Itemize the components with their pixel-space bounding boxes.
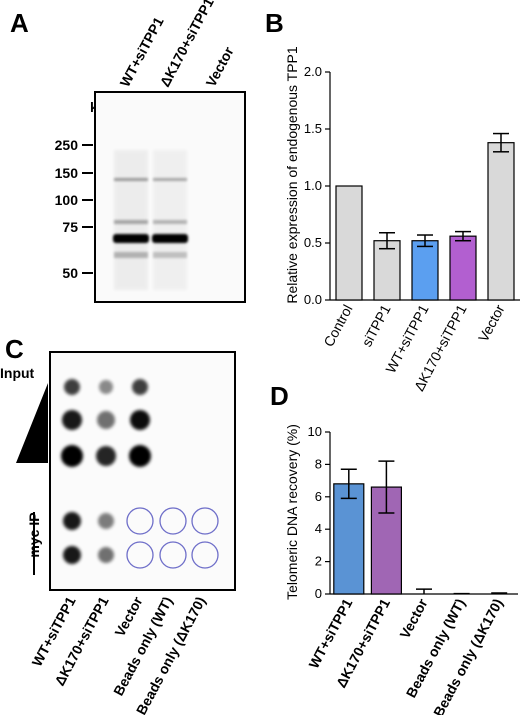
faint-band [153, 252, 187, 258]
dot [97, 411, 115, 429]
panel-a-label: A [10, 8, 29, 38]
faint-band [153, 220, 187, 224]
chart-b-ylabel: Relative expression of endogenous TPP1 [284, 46, 300, 304]
x-tick-label: Vector [396, 595, 430, 641]
dot [98, 513, 114, 529]
y-tick-label: 2 [315, 554, 322, 569]
marker-label: 100 [55, 192, 79, 208]
y-tick-label: 0.5 [304, 235, 322, 250]
panel-d-bar-chart: D Telomeric DNA recovery (%) 0246810WT+s… [270, 381, 518, 715]
bar [411, 240, 439, 301]
faint-band [114, 178, 148, 181]
dot [61, 445, 83, 467]
input-gradient-wedge [16, 383, 48, 463]
marker-label: 150 [55, 165, 79, 181]
dot [98, 547, 114, 563]
blot-markers: 250 150 100 75 50 [55, 137, 93, 281]
y-tick-label: 6 [315, 489, 322, 504]
panel-c-dot-blot: C Input myc IP WT+siTPP1 ΔK170+siTPP1 [0, 334, 236, 715]
y-tick-label: 0.0 [304, 292, 322, 307]
y-tick-label: 4 [315, 521, 322, 536]
dot [129, 445, 151, 467]
dot-blot-empty-circles [126, 507, 219, 569]
panel-a-western-blot: A kDa WT+siTPP1 ΔK170+siTPP1 Vector 250 … [10, 0, 246, 303]
dot [63, 512, 81, 530]
empty-dot-circle [126, 541, 154, 569]
dot [62, 410, 82, 430]
dot-blot-dots [61, 379, 151, 564]
empty-dot-circle [159, 507, 187, 535]
dot [132, 379, 148, 395]
bar [335, 185, 363, 301]
x-tick-label: Beads only (ΔK170) [430, 596, 506, 715]
x-tick-label: Control [320, 302, 355, 349]
y-tick-label: 1.0 [304, 178, 322, 193]
dot-blot-input-label: Input [0, 365, 35, 381]
faint-band [114, 252, 148, 258]
main-band [152, 234, 188, 243]
faint-band [153, 178, 187, 181]
chart-d-ylabel: Telomeric DNA recovery (%) [284, 424, 300, 600]
y-tick-label: 1.5 [304, 121, 322, 136]
marker-label: 250 [55, 137, 79, 153]
dot [63, 546, 81, 564]
y-tick-label: 2.0 [304, 64, 322, 79]
blot-lane-label: Vector [203, 44, 237, 90]
blot-bands [113, 150, 188, 290]
bar [333, 483, 365, 595]
bar [487, 142, 515, 301]
dot [64, 379, 80, 395]
empty-dot-circle [191, 507, 219, 535]
dot [99, 380, 113, 394]
x-tick-label: Vector [475, 302, 508, 345]
empty-dot-circle [191, 541, 219, 569]
panel-b-bar-chart: B Relative expression of endogenous TPP1… [265, 8, 520, 394]
empty-dot-circle [159, 541, 187, 569]
bar [449, 235, 477, 301]
dot-blot-lane-labels: WT+siTPP1 ΔK170+siTPP1 Vector Beads only… [29, 593, 209, 715]
y-tick-label: 10 [308, 424, 322, 439]
bar [373, 240, 401, 301]
x-tick-label: siTPP1 [358, 302, 393, 350]
faint-band [114, 220, 148, 224]
dot [96, 446, 116, 466]
dot [130, 410, 150, 430]
panel-d-label: D [270, 381, 289, 411]
marker-label: 75 [62, 219, 78, 235]
panel-b-label: B [265, 8, 284, 38]
main-band [113, 234, 149, 243]
y-tick-label: 8 [315, 456, 322, 471]
empty-dot-circle [126, 507, 154, 535]
panel-c-label: C [5, 334, 24, 364]
marker-label: 50 [62, 265, 78, 281]
y-tick-label: 0 [315, 586, 322, 601]
